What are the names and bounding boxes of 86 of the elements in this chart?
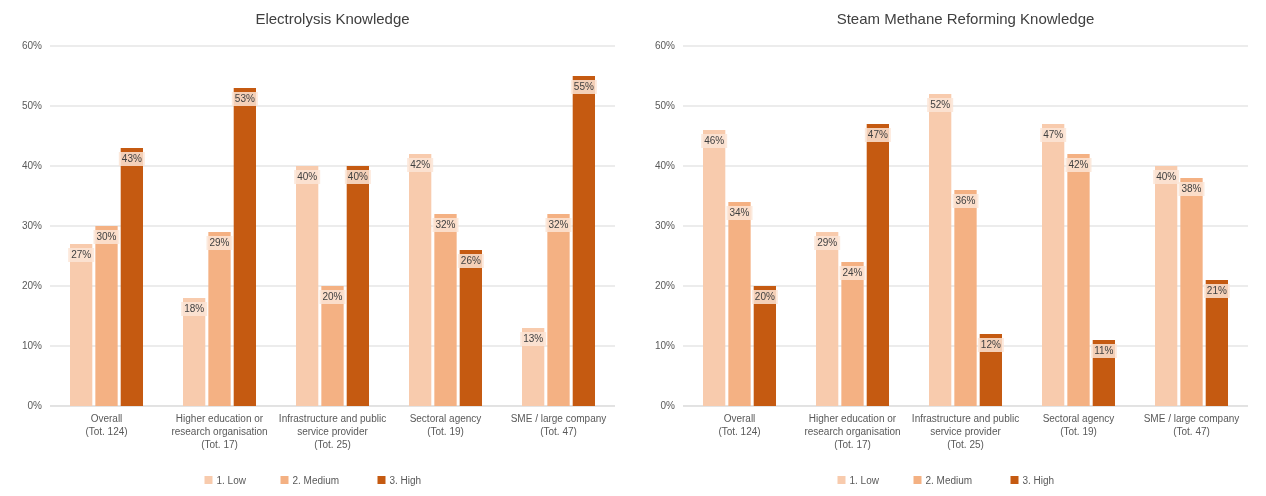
x-tick-label: Overall (Tot. 124): [85, 413, 128, 437]
data-label: 47%: [1043, 129, 1064, 140]
bar: [233, 88, 257, 406]
bar: [1180, 178, 1203, 406]
y-tick-label: 40%: [21, 160, 43, 172]
y-tick-label: 60%: [21, 40, 43, 52]
data-label: 43%: [121, 153, 142, 164]
bar: [321, 286, 344, 406]
y-tick-label: 10%: [654, 340, 676, 352]
data-label: 26%: [460, 255, 481, 266]
data-label: 21%: [1206, 285, 1227, 296]
bar: [408, 154, 432, 406]
y-tick-label: 10%: [21, 340, 43, 352]
bar: [120, 148, 144, 406]
bar: [866, 124, 890, 406]
data-label: 42%: [410, 159, 431, 170]
y-tick-label: 0%: [660, 400, 676, 412]
bar: [434, 214, 457, 406]
legend-label: 3. High: [1022, 475, 1055, 486]
bar: [841, 262, 864, 406]
data-label: 38%: [1181, 183, 1202, 194]
data-label: 29%: [209, 237, 230, 248]
y-tick-label: 40%: [654, 160, 676, 172]
bar: [295, 166, 319, 406]
bar: [1154, 166, 1178, 406]
legend-label: 1. Low: [216, 475, 247, 486]
data-label: 40%: [1156, 171, 1177, 182]
data-label: 20%: [322, 291, 343, 302]
y-tick-label: 30%: [21, 220, 43, 232]
data-label: 12%: [980, 339, 1001, 350]
x-tick-label: SME / large company (Tot. 47): [510, 413, 607, 437]
bar: [928, 94, 952, 406]
bar: [547, 214, 570, 406]
data-label: 53%: [234, 93, 255, 104]
y-tick-label: 0%: [27, 400, 43, 412]
y-tick-label: 20%: [21, 280, 43, 292]
y-tick-label: 60%: [654, 40, 676, 52]
x-tick-label: Sectoral agency (Tot. 19): [1042, 413, 1115, 437]
legend-label: 1. Low: [849, 475, 880, 486]
y-tick-label: 50%: [654, 100, 676, 112]
data-label: 32%: [435, 219, 456, 230]
data-label: 20%: [754, 291, 775, 302]
y-tick-label: 50%: [21, 100, 43, 112]
data-label: 29%: [817, 237, 838, 248]
data-label: 40%: [347, 171, 368, 182]
bar: [69, 244, 93, 406]
y-tick-label: 30%: [654, 220, 676, 232]
bar: [208, 232, 231, 406]
bar: [954, 190, 977, 406]
bar: [1067, 154, 1090, 406]
data-label: 52%: [930, 99, 951, 110]
data-label: 47%: [867, 129, 888, 140]
x-tick-label: Infrastructure and public service provider (Tot. 25): [911, 413, 1020, 450]
data-label: 11%: [1094, 345, 1114, 356]
data-label: 55%: [573, 81, 594, 92]
bar: [702, 130, 726, 406]
x-tick-label: SME / large company (Tot. 47): [1143, 413, 1240, 437]
data-label: 34%: [729, 207, 750, 218]
bar: [459, 250, 483, 406]
data-label: 27%: [71, 249, 92, 260]
x-tick-label: Higher education or research organisation (Tot. 17): [804, 413, 901, 450]
bar: [815, 232, 839, 406]
legend-label: 2. Medium: [292, 475, 340, 486]
data-label: 32%: [548, 219, 569, 230]
data-label: 36%: [955, 195, 976, 206]
data-label: 40%: [297, 171, 318, 182]
y-tick-label: 20%: [654, 280, 676, 292]
data-label: 30%: [96, 231, 117, 242]
x-tick-label: Overall (Tot. 124): [718, 413, 761, 437]
bar: [346, 166, 370, 406]
bar: [728, 202, 751, 406]
data-label: 13%: [523, 333, 544, 344]
legend-label: 2. Medium: [925, 475, 973, 486]
data-label: 46%: [704, 135, 725, 146]
x-tick-label: Infrastructure and public service provider (Tot. 25): [278, 413, 387, 450]
x-tick-label: Sectoral agency (Tot. 19): [409, 413, 482, 437]
chart-title: Steam Methane Reforming Knowledge: [836, 10, 1095, 27]
data-label: 18%: [184, 303, 205, 314]
data-label: 42%: [1068, 159, 1089, 170]
bar: [95, 226, 118, 406]
data-label: 24%: [842, 267, 863, 278]
x-tick-label: Higher education or research organisation (Tot. 17): [171, 413, 268, 450]
bar: [572, 76, 596, 406]
legend-label: 3. High: [389, 475, 422, 486]
chart-title: Electrolysis Knowledge: [255, 10, 410, 27]
bar: [1041, 124, 1065, 406]
